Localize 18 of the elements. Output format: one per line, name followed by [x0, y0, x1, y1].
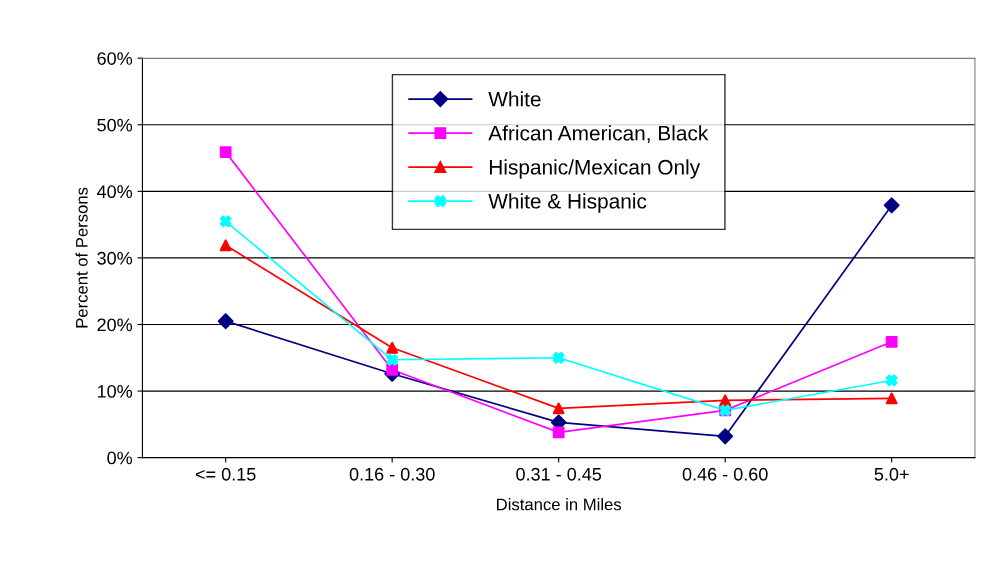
- legend-label: White: [488, 91, 541, 107]
- y-tick-label: 20%: [97, 318, 133, 332]
- y-axis-title: Percent of Persons: [75, 187, 88, 328]
- x-tick-label: <= 0.15: [195, 467, 256, 481]
- x-tick-label: 0.31 - 0.45: [516, 467, 602, 481]
- y-tick-label: 0%: [107, 451, 133, 465]
- y-tick-label: 60%: [97, 52, 133, 65]
- y-tick-label: 40%: [96, 185, 133, 199]
- legend-label: Hispanic/Mexican Only: [489, 159, 701, 179]
- x-tick-label: 0.46 - 0.60: [682, 467, 768, 481]
- legend-label: African American, Black: [488, 125, 709, 144]
- y-tick-label: 30%: [97, 251, 133, 265]
- x-tick-label: 5.0+: [874, 467, 909, 481]
- x-tick-label: 0.16 - 0.30: [349, 467, 435, 481]
- legend-label: White & Hispanic: [488, 193, 647, 213]
- x-axis-title: Distance in Miles: [497, 498, 622, 511]
- y-tick-label: 10%: [97, 385, 133, 398]
- y-tick-label: 50%: [97, 118, 133, 132]
